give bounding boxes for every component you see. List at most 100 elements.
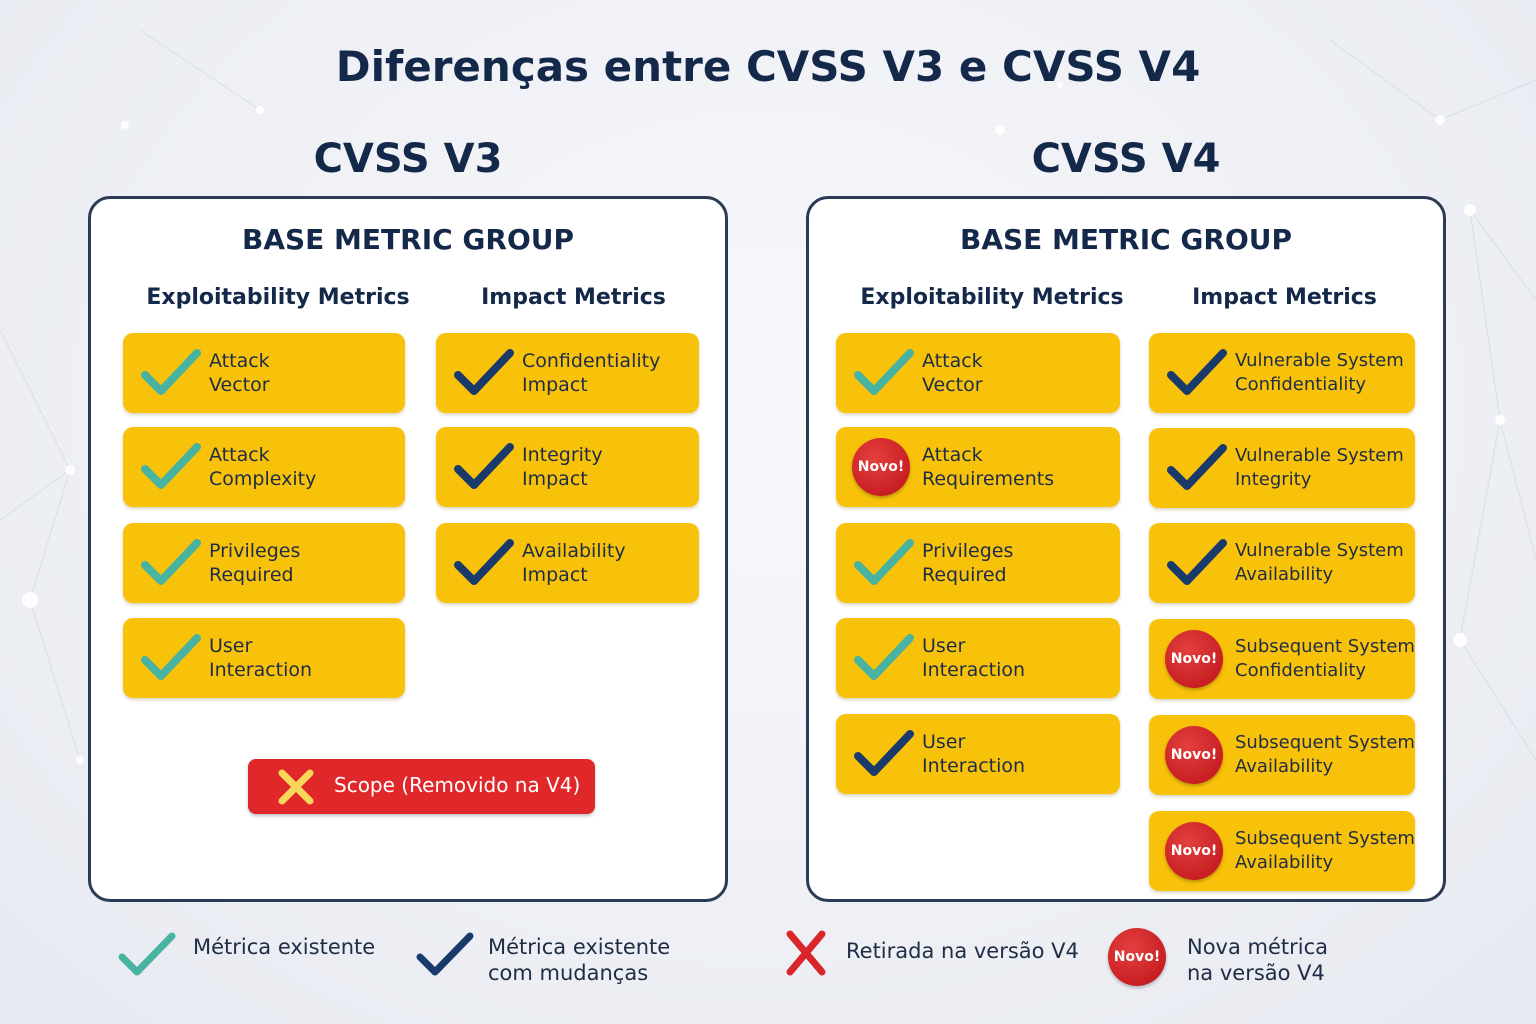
legend-existing: Métrica existente: [118, 930, 398, 990]
navy-check-icon: [454, 537, 514, 589]
card-line1: Privileges: [209, 540, 301, 562]
title-mid: e: [944, 42, 1002, 91]
legend-line1: Retirada na versão V4: [846, 939, 1079, 963]
legend-line1: Métrica existente: [193, 935, 376, 959]
teal-check-icon: [141, 632, 201, 684]
cross-icon: [276, 769, 316, 805]
card-line1: User: [922, 635, 966, 657]
v4-panel: BASE METRIC GROUP Exploitability Metrics…: [806, 196, 1446, 902]
card-line2: Required: [209, 564, 294, 586]
v4-metric-attack-requirements: Novo! Attack Requirements: [836, 427, 1120, 507]
teal-check-icon: [141, 441, 201, 493]
navy-check-icon: [416, 930, 474, 980]
card-line1: Attack: [209, 350, 270, 372]
v4-metric-attack-vector: Attack Vector: [836, 333, 1120, 413]
v3-metric-user-interaction: User Interaction: [123, 618, 405, 698]
card-line2: Integrity: [1235, 469, 1312, 490]
card-line2: Impact: [522, 468, 588, 490]
v3-impact-header: Impact Metrics: [481, 285, 666, 310]
card-line1: Vulnerable System: [1235, 540, 1404, 561]
v3-exploitability-header: Exploitability Metrics: [146, 285, 410, 310]
teal-check-icon: [118, 930, 176, 980]
card-line2: Complexity: [209, 468, 317, 490]
v3-metric-attack-vector: Attack Vector: [123, 333, 405, 413]
v3-removed-scope: Scope (Removido na V4): [248, 759, 595, 814]
v4-metric-vulnerable-system-integrity: Vulnerable System Integrity: [1149, 428, 1415, 508]
card-line2: Impact: [522, 564, 588, 586]
novo-badge-icon: Novo!: [852, 438, 910, 496]
title-prefix: Diferenças entre: [335, 42, 746, 91]
card-line1: Attack: [209, 444, 270, 466]
v4-exploitability-header: Exploitability Metrics: [860, 285, 1124, 310]
v4-metric-vulnerable-system-confidentiality: Vulnerable System Confidentiality: [1149, 333, 1415, 413]
card-line2: Interaction: [209, 659, 313, 681]
v4-metric-vulnerable-system-availability: Vulnerable System Availability: [1149, 523, 1415, 603]
legend-line2: na versão V4: [1187, 961, 1325, 985]
v4-metric-privileges-required: Privileges Required: [836, 523, 1120, 603]
v4-metric-subsequent-system-availability-2: Novo! Subsequent System Availability: [1149, 811, 1415, 891]
card-line2: Availability: [1235, 564, 1334, 585]
card-line1: Attack: [922, 350, 983, 372]
card-line1: User: [922, 731, 966, 753]
card-line2: Confidentiality: [1235, 660, 1367, 681]
teal-check-icon: [854, 537, 914, 589]
card-line2: Requirements: [922, 468, 1055, 490]
v3-group-title: BASE METRIC GROUP: [241, 223, 575, 256]
card-line1: Availability: [522, 540, 626, 562]
v4-metric-subsequent-system-availability: Novo! Subsequent System Availability: [1149, 715, 1415, 795]
v4-heading: CVSS V4: [1031, 136, 1221, 182]
card-line2: Required: [922, 564, 1007, 586]
v3-heading: CVSS V3: [313, 136, 503, 182]
teal-check-icon: [854, 347, 914, 399]
novo-badge-icon: Novo!: [1165, 630, 1223, 688]
teal-check-icon: [141, 537, 201, 589]
card-line2: Availability: [1235, 756, 1334, 777]
v4-metric-user-interaction-changed: User Interaction: [836, 714, 1120, 794]
navy-check-icon: [854, 728, 914, 780]
card-line2: Vector: [209, 374, 270, 396]
card-line1: Privileges: [922, 540, 1014, 562]
navy-check-icon: [1167, 537, 1227, 589]
v3-metric-privileges-required: Privileges Required: [123, 523, 405, 603]
v4-impact-header: Impact Metrics: [1192, 285, 1377, 310]
legend-line1: Nova métrica: [1187, 935, 1329, 959]
v4-metric-subsequent-system-confidentiality: Novo! Subsequent System Confidentiality: [1149, 619, 1415, 699]
card-line1: Attack: [922, 444, 983, 466]
teal-check-icon: [854, 632, 914, 684]
navy-check-icon: [1167, 347, 1227, 399]
legend-line1: Métrica existente: [488, 935, 671, 959]
card-line1: Subsequent System: [1235, 732, 1415, 753]
card-line1: Subsequent System: [1235, 828, 1415, 849]
navy-check-icon: [454, 347, 514, 399]
card-line1: Vulnerable System: [1235, 350, 1404, 371]
navy-check-icon: [454, 441, 514, 493]
page-title: Diferenças entre CVSS V3 e CVSS V4: [0, 42, 1536, 91]
card-line1: Integrity: [522, 444, 603, 466]
title-v3: CVSS V3: [745, 42, 945, 91]
card-line1: User: [209, 635, 253, 657]
card-line2: Impact: [522, 374, 588, 396]
legend-changed: Métrica existente com mudanças: [416, 930, 706, 990]
v3-metric-availability-impact: Availability Impact: [436, 523, 699, 603]
novo-badge-icon: Novo!: [1165, 822, 1223, 880]
teal-check-icon: [141, 347, 201, 399]
v4-group-title: BASE METRIC GROUP: [959, 223, 1293, 256]
title-v4: CVSS V4: [1002, 42, 1201, 91]
v3-metric-confidentiality-impact: Confidentiality Impact: [436, 333, 699, 413]
card-line1: Subsequent System: [1235, 636, 1415, 657]
v3-metric-attack-complexity: Attack Complexity: [123, 427, 405, 507]
card-line2: Interaction: [922, 659, 1026, 681]
novo-badge-icon: Novo!: [1108, 928, 1166, 986]
card-line1: Confidentiality: [522, 350, 661, 372]
card-line2: Confidentiality: [1235, 374, 1367, 395]
v4-metric-user-interaction: User Interaction: [836, 618, 1120, 698]
card-line2: Interaction: [922, 755, 1026, 777]
v3-metric-integrity-impact: Integrity Impact: [436, 427, 699, 507]
card-line2: Vector: [922, 374, 983, 396]
navy-check-icon: [1167, 442, 1227, 494]
legend-removed: Retirada na versão V4: [782, 930, 1092, 990]
red-cross-icon: [782, 930, 840, 980]
legend-new: Novo! Nova métrica na versão V4: [1108, 928, 1368, 990]
legend-line2: com mudanças: [488, 961, 649, 985]
novo-badge-icon: Novo!: [1165, 726, 1223, 784]
